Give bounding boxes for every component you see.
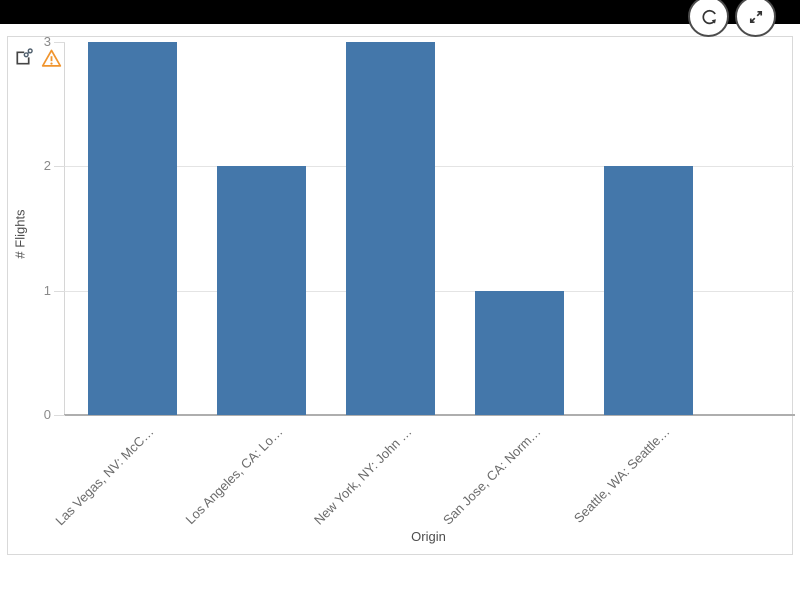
- y-tick-label: 2: [43, 158, 51, 173]
- x-category-label[interactable]: New York, NY: John …: [310, 424, 415, 528]
- y-tick-label: 1: [43, 283, 51, 298]
- plot-area: 0 1 2 3 Las Vegas, NV: McC… Los Angeles, CA: …: [44, 34, 795, 528]
- fullscreen-expand-icon: [749, 10, 762, 23]
- y-tick-label: 3: [43, 34, 51, 49]
- bar-1[interactable]: [88, 42, 177, 415]
- bar-4[interactable]: [475, 291, 564, 415]
- shared-object-link-icon[interactable]: [12, 46, 36, 70]
- y-axis-tick: [54, 42, 65, 43]
- refresh-icon: [701, 9, 716, 24]
- chart-status-icons: [12, 46, 63, 70]
- y-axis-tick: [54, 415, 65, 416]
- bar-3[interactable]: [346, 42, 435, 415]
- y-axis-title: # Flights: [12, 209, 28, 259]
- chart-card: 0 1 2 3 Las Vegas, NV: McC… Los Angeles, CA: …: [7, 34, 795, 555]
- top-toolbar-strip: [0, 0, 800, 24]
- bar-2[interactable]: [217, 166, 306, 415]
- x-axis-title: Origin: [411, 529, 446, 544]
- x-category-label[interactable]: Los Angeles, CA: Lo…: [182, 424, 286, 528]
- x-category-label[interactable]: San Jose, CA: Norm…: [439, 424, 544, 528]
- x-axis-line: [64, 414, 795, 416]
- x-category-label[interactable]: Seattle, WA: Seattle…: [570, 424, 673, 526]
- y-axis-tick: [54, 291, 65, 292]
- y-tick-label: 0: [43, 407, 51, 422]
- y-axis-tick: [54, 166, 65, 167]
- bar-5[interactable]: [604, 166, 693, 415]
- fullscreen-button[interactable]: [735, 0, 776, 37]
- warning-icon[interactable]: [39, 46, 63, 70]
- refresh-button[interactable]: [688, 0, 729, 37]
